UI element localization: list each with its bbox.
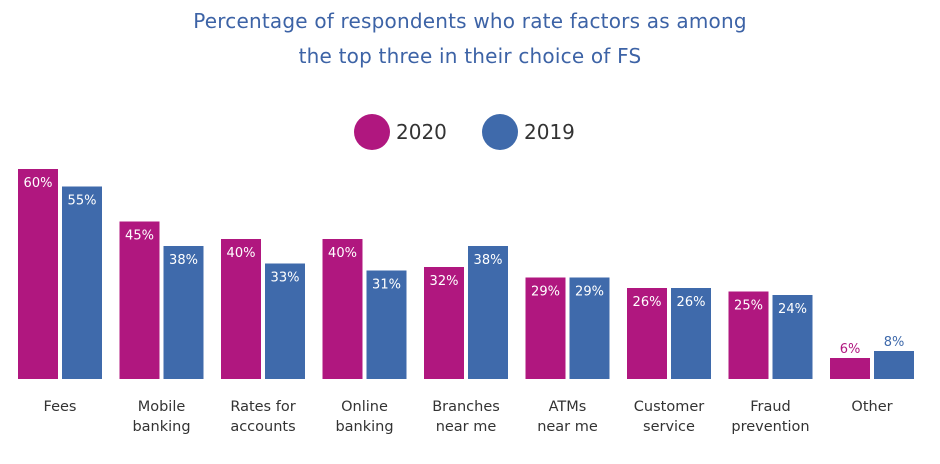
data-label-2019-4: 38% xyxy=(474,253,503,268)
data-label-2020-2: 40% xyxy=(227,246,256,261)
bar-2019-8 xyxy=(874,351,914,379)
category-label-5: ATMs near me xyxy=(537,399,598,435)
bar-2020-3 xyxy=(322,239,363,379)
data-label-2019-6: 26% xyxy=(677,295,706,310)
bar-2019-1 xyxy=(163,246,204,379)
bar-2019-7 xyxy=(772,295,813,379)
bar-2020-2 xyxy=(221,239,261,379)
legend-swatch-2020 xyxy=(354,114,390,150)
bar-2019-6 xyxy=(671,288,711,379)
data-label-2019-8: 8% xyxy=(884,335,905,350)
data-label-2019-7: 24% xyxy=(778,302,807,317)
bar-2019-5 xyxy=(569,277,610,379)
data-label-2019-2: 33% xyxy=(271,271,300,286)
bar-2020-8 xyxy=(830,358,870,379)
bar-2020-6 xyxy=(627,288,667,379)
bar-2019-2 xyxy=(265,263,305,379)
data-label-2020-0: 60% xyxy=(24,176,53,191)
bar-2020-1 xyxy=(119,221,160,379)
category-label-0: Fees xyxy=(44,399,77,415)
data-label-2020-5: 29% xyxy=(531,285,560,300)
chart-title-line-1: Percentage of respondents who rate facto… xyxy=(193,9,747,33)
data-label-2020-4: 32% xyxy=(430,274,459,289)
category-label-4: Branches near me xyxy=(432,399,500,435)
data-label-2020-3: 40% xyxy=(328,246,357,261)
bar-2019-3 xyxy=(366,270,407,379)
data-label-2020-6: 26% xyxy=(633,295,662,310)
legend-item-2020: 2020 xyxy=(354,114,447,150)
data-label-2019-1: 38% xyxy=(169,253,198,268)
bar-2020-0 xyxy=(18,169,58,379)
legend-label-2020: 2020 xyxy=(396,120,447,144)
bar-2020-5 xyxy=(525,277,566,379)
legend-label-2019: 2019 xyxy=(524,120,575,144)
data-label-2019-0: 55% xyxy=(68,194,97,209)
bar-2020-7 xyxy=(728,291,769,379)
bar-2019-0 xyxy=(62,186,102,379)
category-label-7: Fraud prevention xyxy=(731,399,809,435)
data-label-2020-8: 6% xyxy=(840,342,861,357)
category-label-2: Rates for accounts xyxy=(230,399,295,435)
chart-title-line-2: the top three in their choice of FS xyxy=(298,44,642,68)
data-label-2019-3: 31% xyxy=(372,278,401,293)
data-label-2020-7: 25% xyxy=(734,299,763,314)
category-label-6: Customer service xyxy=(634,399,704,435)
category-label-8: Other xyxy=(851,399,892,415)
bar-2019-4 xyxy=(468,246,508,379)
legend-item-2019: 2019 xyxy=(482,114,575,150)
data-label-2020-1: 45% xyxy=(125,229,154,244)
category-label-3: Online banking xyxy=(335,399,393,435)
legend-swatch-2019 xyxy=(482,114,518,150)
data-label-2019-5: 29% xyxy=(575,285,604,300)
bar-2020-4 xyxy=(424,267,464,379)
category-label-1: Mobile banking xyxy=(132,399,190,435)
